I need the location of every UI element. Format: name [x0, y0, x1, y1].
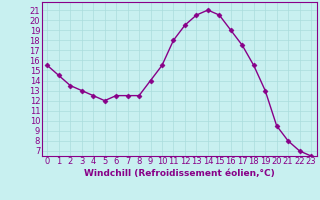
X-axis label: Windchill (Refroidissement éolien,°C): Windchill (Refroidissement éolien,°C)	[84, 169, 275, 178]
